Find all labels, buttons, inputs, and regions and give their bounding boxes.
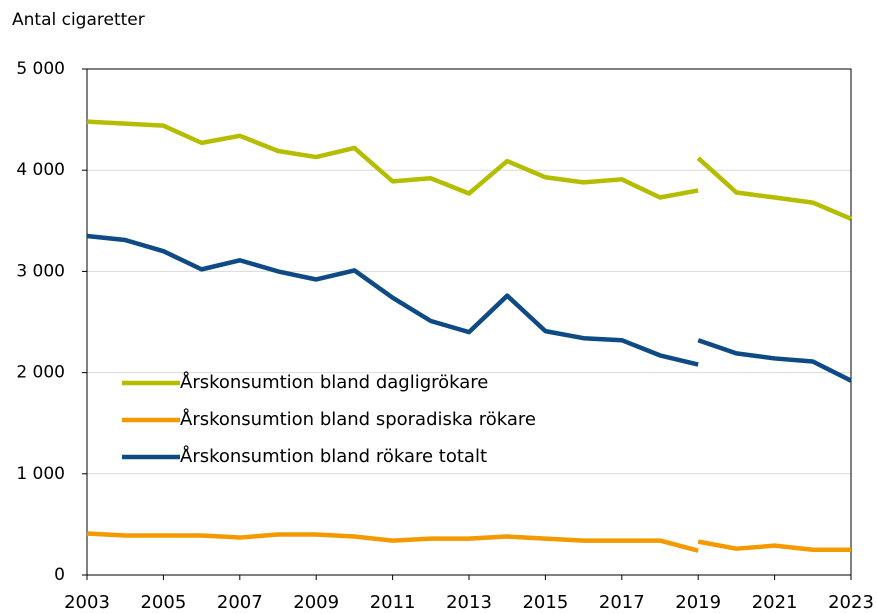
series-line (86, 233, 853, 383)
x-tick-label: 2015 (522, 592, 568, 613)
x-tick-label: 2023 (828, 592, 874, 613)
legend-label: Årskonsumtion bland dagligrökare (180, 371, 488, 393)
x-tick-label: 2011 (370, 592, 416, 613)
x-tick-label: 2007 (217, 592, 263, 613)
y-tick-label: 1 000 (16, 464, 65, 484)
y-tick-label: 3 000 (16, 261, 65, 281)
legend-label: Årskonsumtion bland sporadiska rökare (180, 408, 536, 430)
legend-label: Årskonsumtion bland rökare totalt (180, 445, 487, 467)
x-tick-label: 2009 (293, 592, 339, 613)
x-tick-label: 2003 (64, 592, 110, 613)
plot-frame (86, 68, 852, 576)
y-tick-label: 2 000 (16, 363, 65, 383)
y-tick-label: 4 000 (16, 160, 65, 180)
series-line (86, 531, 851, 553)
series-line (86, 119, 852, 221)
x-tick-label: 2005 (140, 592, 186, 613)
x-tick-label: 2021 (752, 592, 798, 613)
x-tick-label: 2013 (446, 592, 492, 613)
x-tick-label: 2019 (675, 592, 721, 613)
y-axis-label: Antal cigaretter (12, 10, 145, 30)
x-tick-label: 2017 (599, 592, 645, 613)
y-tick-label: 0 (54, 565, 65, 585)
y-tick-label: 5 000 (16, 59, 65, 79)
